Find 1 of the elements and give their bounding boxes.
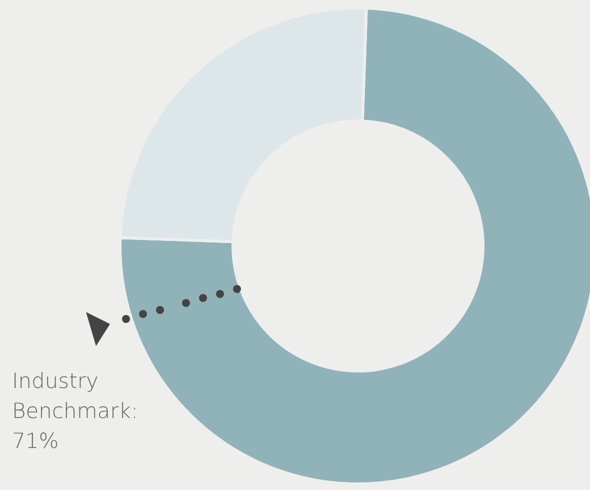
text: Industry Benchmark: 71% bbox=[12, 368, 140, 455]
